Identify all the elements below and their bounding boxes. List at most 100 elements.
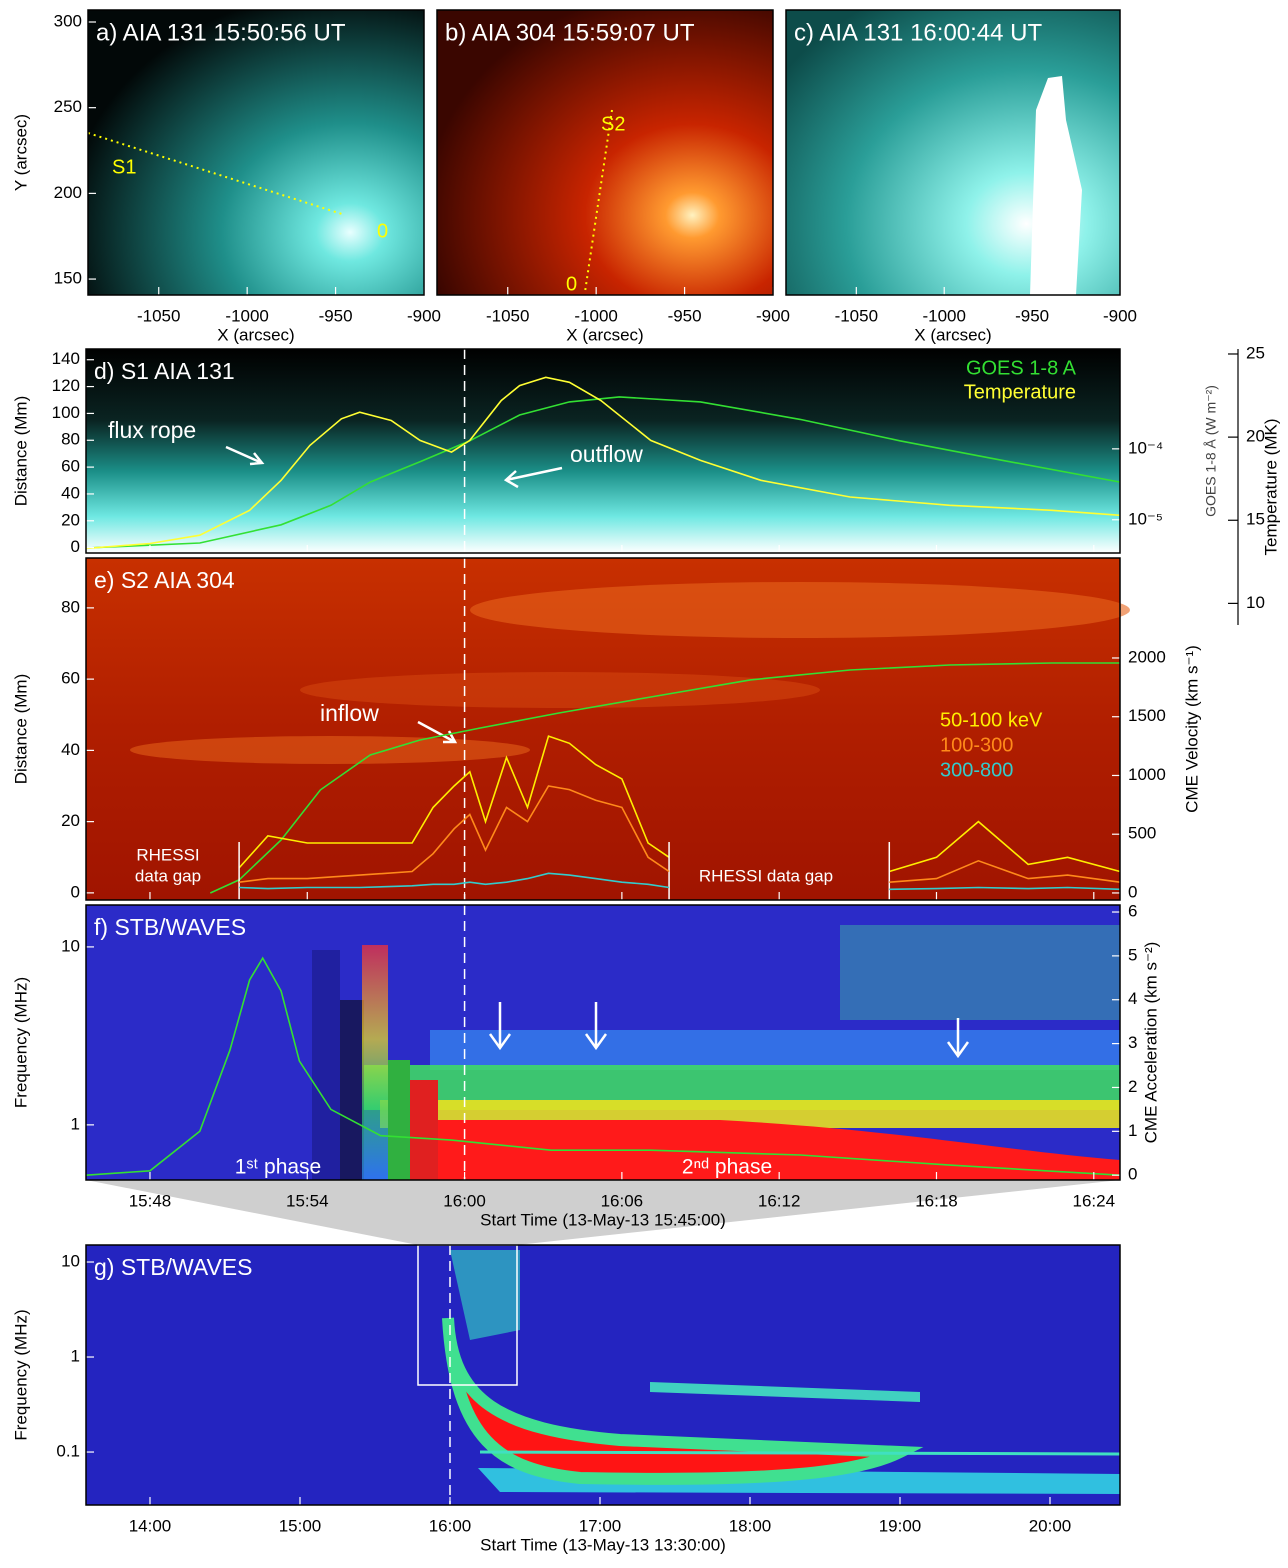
- x-tick-label: -950: [319, 306, 353, 325]
- x-tick-label: 14:00: [129, 1516, 172, 1535]
- y2-tick-label: 2: [1128, 1077, 1137, 1096]
- y2-axis-label: GOES 1-8 Å (W m⁻²): [1203, 385, 1219, 517]
- y-tick-label: 60: [61, 457, 80, 476]
- x-tick-label: 16:12: [758, 1191, 801, 1210]
- y3-axis-label: Temperature (MK): [1261, 419, 1280, 556]
- x-tick-label: 15:48: [129, 1191, 172, 1210]
- panel-title: c) AIA 131 16:00:44 UT: [794, 19, 1042, 46]
- y2-tick-label: 0: [1128, 1165, 1137, 1184]
- y2-tick-label: 1: [1128, 1121, 1137, 1140]
- stripe: [388, 1060, 410, 1180]
- y2-tick-label: 500: [1128, 824, 1156, 843]
- legend-entry: GOES 1-8 A: [966, 357, 1077, 379]
- legend-entry: 100-300: [940, 734, 1013, 756]
- legend-entry: Temperature: [964, 381, 1076, 403]
- y-tick-label: 1: [71, 1347, 80, 1366]
- y-tick-label: 120: [52, 376, 80, 395]
- annotation: 0: [377, 220, 388, 242]
- x-tick-label: 15:54: [286, 1191, 329, 1210]
- annotation: S1: [112, 156, 136, 178]
- legend-entry: 300-800: [940, 759, 1013, 781]
- image-a: [88, 10, 424, 295]
- stripe: [340, 1000, 364, 1180]
- annotation: RHESSI: [136, 845, 199, 864]
- panel-title: a) AIA 131 15:50:56 UT: [96, 19, 346, 46]
- y-tick-label: 10: [61, 936, 80, 955]
- annotation: flux rope: [108, 417, 196, 443]
- y2-axis-label: CME Acceleration (km s⁻²): [1141, 942, 1160, 1144]
- x-tick-label: 16:00: [429, 1516, 472, 1535]
- y2-tick-label: 10⁻⁵: [1128, 509, 1163, 528]
- y-tick-label: 100: [52, 403, 80, 422]
- y-tick-label: 1: [71, 1114, 80, 1133]
- y2-tick-label: 2000: [1128, 647, 1166, 666]
- stripe: [410, 1080, 438, 1180]
- x-tick-label: 19:00: [879, 1516, 922, 1535]
- y-tick-label: 140: [52, 349, 80, 368]
- x-tick-label: 16:18: [915, 1191, 958, 1210]
- x-tick-label: 20:00: [1029, 1516, 1072, 1535]
- stripe: [362, 945, 388, 1180]
- x-tick-label: 16:00: [443, 1191, 486, 1210]
- annotation: 2ⁿᵈ phase: [682, 1156, 772, 1179]
- y-tick-label: 0.1: [56, 1442, 80, 1461]
- y-tick-label: 40: [61, 740, 80, 759]
- x-tick-label: 17:00: [579, 1516, 622, 1535]
- panel-title: d) S1 AIA 131: [94, 358, 235, 384]
- y2-tick-label: 1500: [1128, 706, 1166, 725]
- y-tick-label: 200: [54, 183, 82, 202]
- y-axis-label: Distance (Mm): [11, 674, 30, 785]
- x-tick-label: -1050: [137, 306, 180, 325]
- x-tick-label: -900: [756, 306, 790, 325]
- x-axis-label: X (arcsec): [217, 325, 294, 344]
- x-axis-label: X (arcsec): [566, 325, 643, 344]
- band: [480, 1452, 1120, 1454]
- y2-tick-label: 1000: [1128, 765, 1166, 784]
- y3-tick-label: 25: [1246, 343, 1265, 362]
- x-tick-label: -1050: [835, 306, 878, 325]
- x-tick-label: -1000: [225, 306, 268, 325]
- panel-title: b) AIA 304 15:59:07 UT: [445, 19, 695, 46]
- y-tick-label: 300: [54, 11, 82, 30]
- y-tick-label: 250: [54, 97, 82, 116]
- x-tick-label: -900: [1103, 306, 1137, 325]
- band: [840, 925, 1120, 1020]
- y2-tick-label: 0: [1128, 882, 1137, 901]
- x-tick-label: -900: [407, 306, 441, 325]
- annotation: RHESSI data gap: [699, 866, 833, 885]
- x-tick-label: 16:06: [601, 1191, 644, 1210]
- x-tick-label: 18:00: [729, 1516, 772, 1535]
- x-tick-label: -1000: [922, 306, 965, 325]
- y2-tick-label: 4: [1128, 989, 1137, 1008]
- y2-tick-label: 10⁻⁴: [1128, 438, 1163, 457]
- x-tick-label: -1050: [486, 306, 529, 325]
- panel-title: g) STB/WAVES: [94, 1254, 252, 1280]
- y-tick-label: 80: [61, 430, 80, 449]
- x-tick-label: -950: [668, 306, 702, 325]
- y2-tick-label: 5: [1128, 945, 1137, 964]
- annotation: data gap: [135, 866, 201, 885]
- y-tick-label: 150: [54, 269, 82, 288]
- y-tick-label: 80: [61, 597, 80, 616]
- y2-axis-label: CME Velocity (km s⁻¹): [1182, 645, 1201, 813]
- x-tick-label: 15:00: [279, 1516, 322, 1535]
- y-axis-label: Y (arcsec): [11, 114, 30, 191]
- stripe: [312, 950, 340, 1180]
- y-axis-label: Frequency (MHz): [11, 977, 30, 1108]
- annotation: inflow: [320, 700, 379, 726]
- y3-tick-label: 10: [1246, 593, 1265, 612]
- x-tick-label: -950: [1015, 306, 1049, 325]
- figure: -1050-1000-950-900X (arcsec)150200250300…: [0, 0, 1288, 1568]
- band: [130, 736, 530, 764]
- annotation: S2: [601, 113, 625, 135]
- y-tick-label: 0: [71, 537, 80, 556]
- y-tick-label: 20: [61, 811, 80, 830]
- y-tick-label: 60: [61, 669, 80, 688]
- x-axis-label: X (arcsec): [914, 325, 991, 344]
- y-tick-label: 20: [61, 510, 80, 529]
- x-tick-label: 16:24: [1073, 1191, 1116, 1210]
- y2-tick-label: 6: [1128, 902, 1137, 921]
- x-axis-label: Start Time (13-May-13 13:30:00): [480, 1535, 726, 1554]
- panel-title: f) STB/WAVES: [94, 914, 246, 940]
- annotation: outflow: [570, 441, 643, 467]
